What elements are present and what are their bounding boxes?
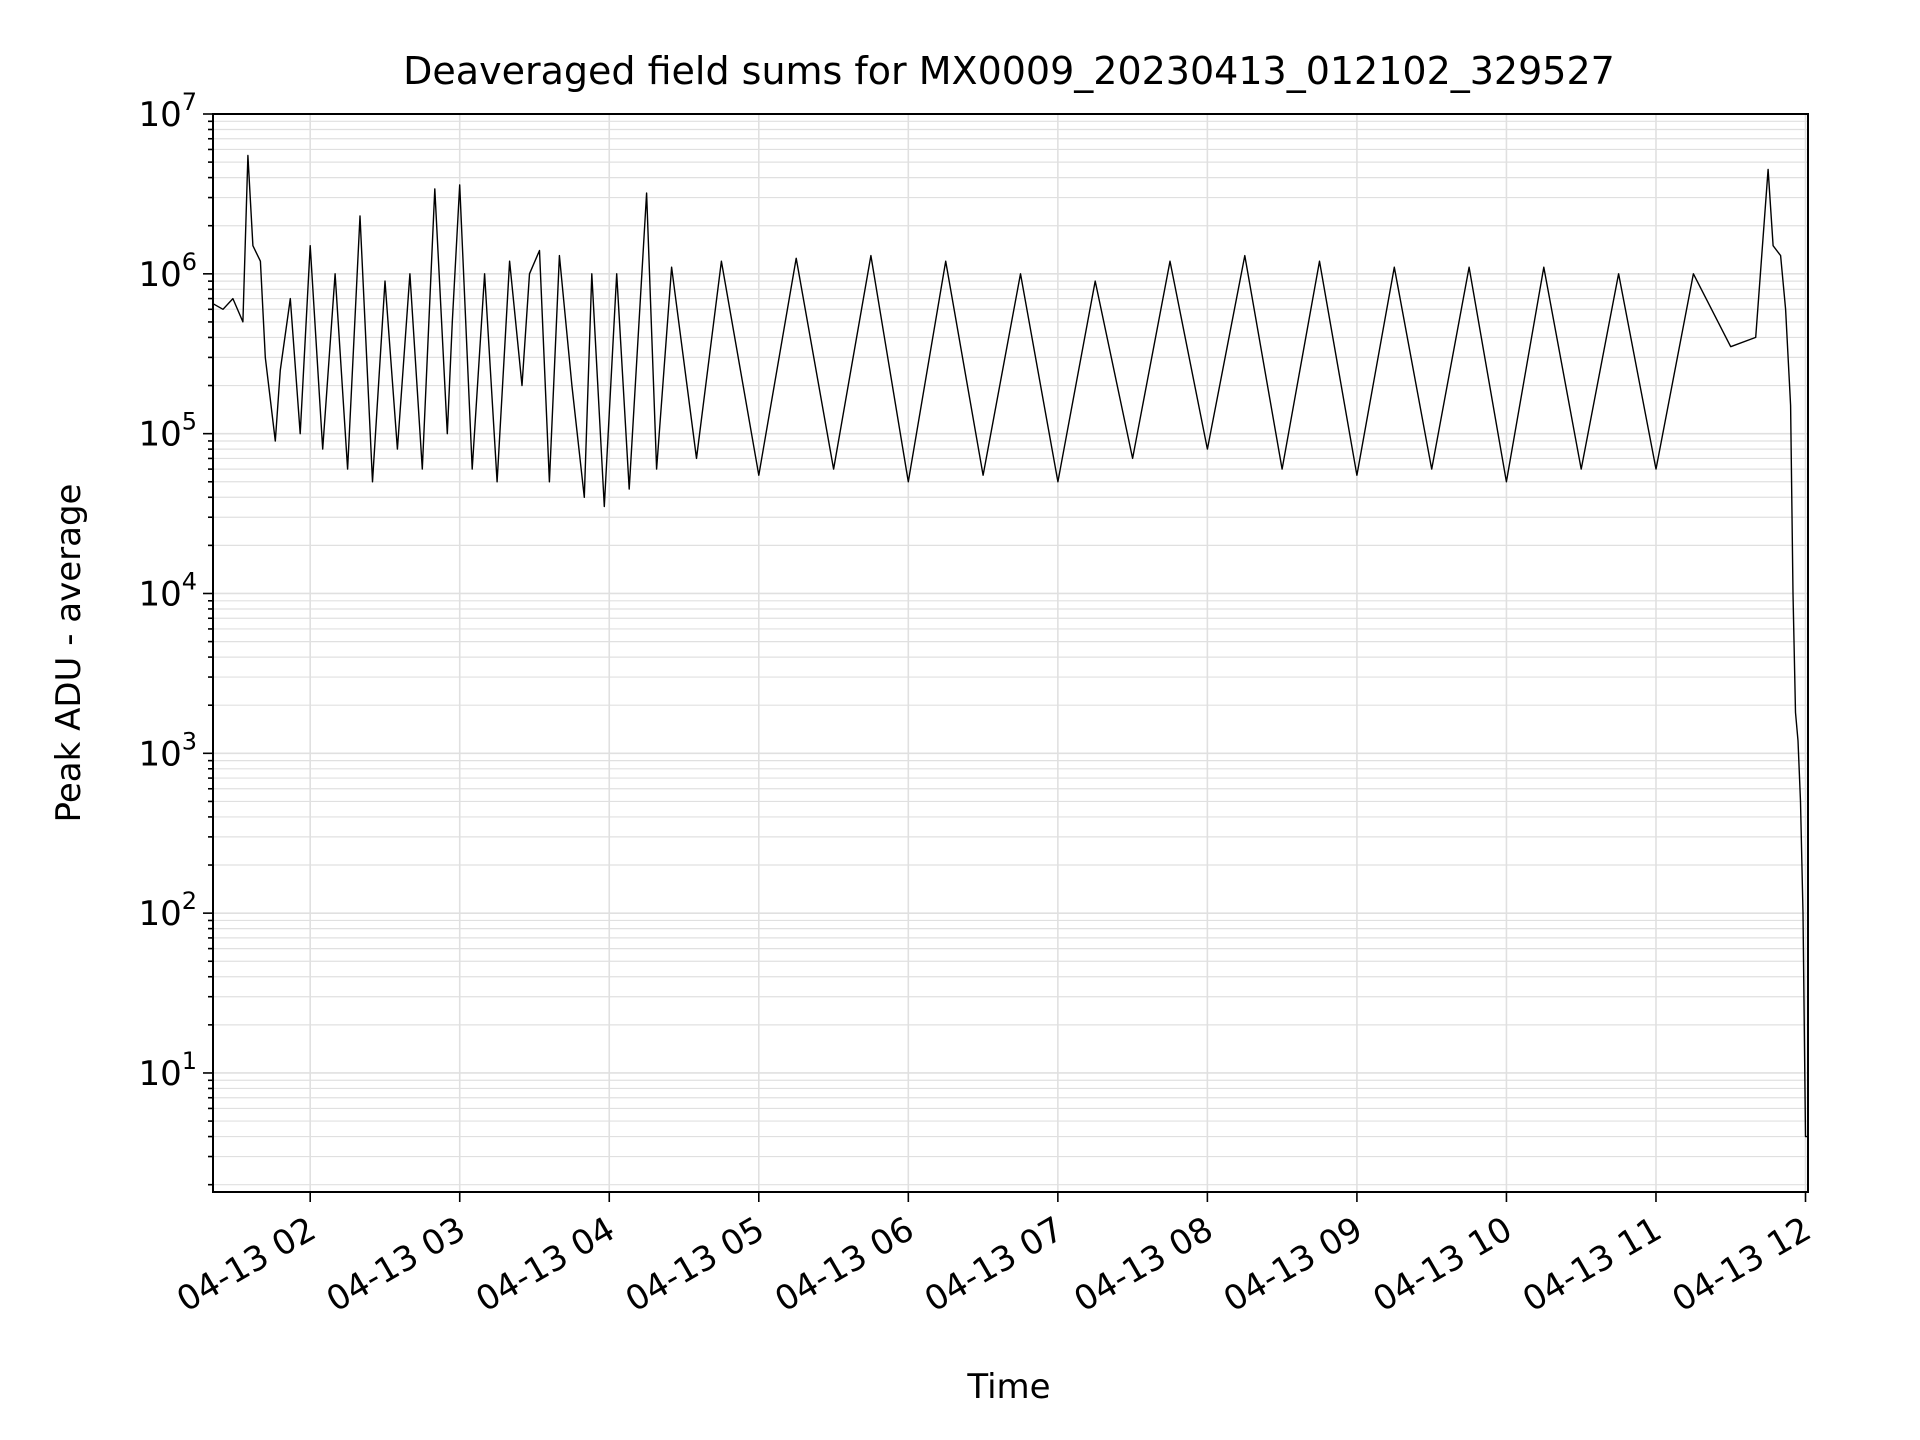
x-tick-label: 04-13 07 xyxy=(918,1209,1070,1320)
x-tick-label: 04-13 03 xyxy=(320,1209,472,1320)
x-tick-label: 04-13 11 xyxy=(1516,1209,1668,1320)
series-line xyxy=(212,154,1808,1138)
y-tick-label: 107 xyxy=(138,88,197,135)
x-tick-label: 04-13 02 xyxy=(170,1209,322,1320)
x-tick-label: 04-13 04 xyxy=(469,1209,621,1320)
chart-title: Deaveraged field sums for MX0009_2023041… xyxy=(403,49,1615,93)
grid xyxy=(213,113,1808,1192)
y-tick-label: 102 xyxy=(138,887,197,934)
y-tick-label: 106 xyxy=(138,248,197,295)
y-tick-label: 105 xyxy=(138,408,197,455)
y-tick-label: 103 xyxy=(138,727,197,774)
x-tick-label: 04-13 05 xyxy=(619,1209,771,1320)
y-axis-label: Peak ADU - average xyxy=(49,484,89,823)
x-axis-label: Time xyxy=(966,1367,1050,1407)
x-tick-label: 04-13 06 xyxy=(768,1209,920,1320)
x-tick-label: 04-13 09 xyxy=(1217,1209,1369,1320)
x-tick-label: 04-13 08 xyxy=(1067,1209,1219,1320)
y-tick-label: 101 xyxy=(138,1047,197,1094)
x-tick-label: 04-13 10 xyxy=(1367,1209,1519,1320)
y-tick-label: 104 xyxy=(138,567,197,614)
plot-frame xyxy=(212,113,1809,1193)
x-tick-label: 04-13 12 xyxy=(1666,1209,1818,1320)
series-layer xyxy=(212,154,1808,1138)
